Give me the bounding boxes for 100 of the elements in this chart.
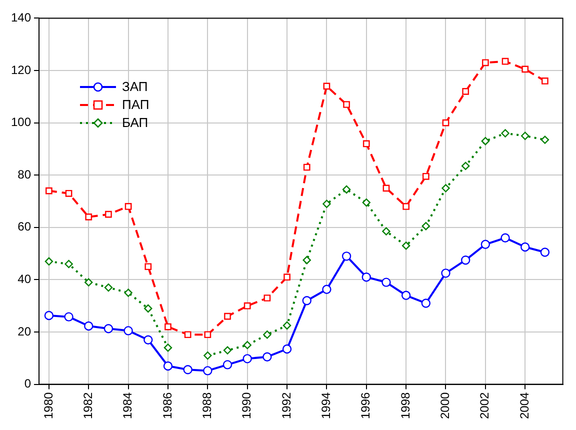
x-tick-label: 1988	[200, 392, 214, 420]
x-tick-label: 1990	[240, 392, 254, 420]
point	[302, 296, 312, 306]
point	[124, 288, 132, 297]
point	[302, 256, 311, 264]
x-tick-label: 1998	[398, 392, 412, 420]
point	[343, 101, 350, 108]
point	[502, 58, 509, 65]
point	[322, 200, 331, 208]
point	[44, 310, 54, 320]
point	[482, 59, 489, 66]
point	[402, 242, 410, 250]
point	[402, 203, 410, 210]
point	[441, 268, 450, 278]
point	[46, 187, 52, 194]
point	[303, 164, 310, 171]
point	[501, 129, 510, 138]
legend-label: БАП	[122, 114, 148, 132]
point	[382, 184, 390, 192]
point	[64, 260, 73, 268]
y-tick-label: 140	[10, 10, 32, 25]
point	[422, 222, 430, 230]
point	[203, 366, 212, 376]
point	[282, 321, 292, 330]
point	[163, 361, 173, 371]
point	[164, 323, 172, 330]
point	[362, 272, 371, 282]
point	[224, 312, 231, 320]
x-tick-label: 1982	[80, 392, 95, 420]
point	[204, 351, 212, 360]
point	[64, 312, 74, 322]
point	[540, 248, 550, 257]
point	[342, 185, 351, 194]
point	[104, 283, 113, 292]
point	[362, 140, 370, 148]
point	[481, 137, 490, 146]
point	[263, 330, 272, 339]
legend-label: ПАП	[122, 96, 150, 114]
point	[144, 263, 152, 270]
x-tick-label: 1996	[358, 392, 373, 420]
x-tick-label: 1992	[279, 392, 294, 420]
x-tick-label: 1984	[120, 392, 135, 420]
point	[542, 78, 548, 84]
point	[322, 284, 332, 294]
point	[382, 227, 390, 236]
point	[183, 365, 192, 374]
point	[382, 278, 391, 287]
point	[323, 82, 330, 90]
point	[104, 324, 114, 334]
point	[442, 119, 450, 126]
point	[462, 88, 470, 95]
x-tick-label: 2004	[517, 392, 532, 420]
point	[520, 242, 530, 252]
y-tick-label: 60	[18, 220, 32, 234]
x-tick-label: 1986	[160, 392, 174, 420]
x-tick-label: 1980	[41, 392, 56, 420]
point	[401, 290, 411, 300]
point	[85, 214, 92, 220]
point	[500, 233, 510, 242]
point	[522, 66, 529, 73]
point	[540, 136, 550, 144]
point	[204, 331, 212, 338]
point	[184, 331, 192, 338]
point	[84, 278, 93, 286]
y-tick-label: 100	[10, 115, 32, 130]
point	[124, 203, 132, 210]
point	[282, 344, 292, 354]
point	[284, 274, 290, 281]
point	[460, 255, 470, 265]
y-tick-label: 20	[18, 324, 32, 338]
y-tick-label: 0	[24, 376, 32, 391]
point	[124, 326, 133, 336]
point	[164, 344, 172, 352]
point	[242, 354, 252, 364]
point	[243, 340, 252, 350]
point	[262, 352, 272, 362]
point	[421, 298, 431, 308]
point	[362, 198, 370, 207]
point	[480, 240, 490, 249]
y-tick-label: 40	[18, 272, 32, 286]
point	[521, 132, 530, 140]
point	[422, 172, 430, 180]
point	[223, 346, 232, 354]
x-tick-label: 1994	[319, 392, 334, 420]
point	[222, 360, 232, 370]
point	[244, 302, 251, 310]
point	[105, 210, 112, 218]
point	[84, 321, 94, 331]
point	[144, 304, 152, 313]
x-tick-label: 2000	[438, 392, 452, 420]
y-tick-label: 120	[10, 62, 32, 77]
point	[44, 257, 54, 266]
y-tick-label: 80	[18, 167, 32, 182]
point	[264, 294, 271, 302]
legend-label: ЗАП	[122, 78, 148, 96]
point	[442, 184, 450, 192]
point	[342, 252, 352, 261]
point	[144, 335, 153, 344]
point	[461, 162, 470, 170]
x-tick-label: 2002	[478, 392, 492, 420]
